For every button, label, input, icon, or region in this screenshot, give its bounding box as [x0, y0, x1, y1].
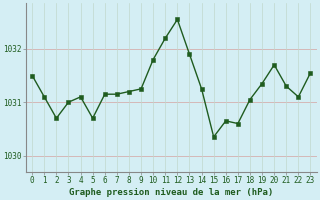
X-axis label: Graphe pression niveau de la mer (hPa): Graphe pression niveau de la mer (hPa): [69, 188, 274, 197]
